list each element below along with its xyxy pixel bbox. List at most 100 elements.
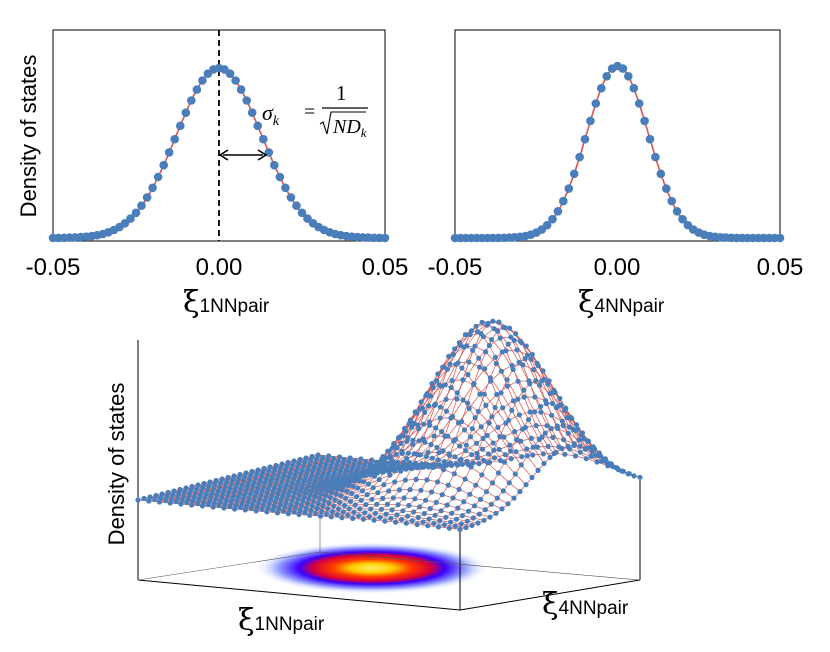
surface-point bbox=[277, 483, 283, 489]
surface-point bbox=[477, 496, 484, 502]
surface-point bbox=[218, 480, 224, 486]
surface-point bbox=[297, 507, 303, 513]
surface-point bbox=[234, 498, 240, 504]
surface-point bbox=[195, 500, 201, 507]
surface-point bbox=[556, 444, 562, 450]
surface-point bbox=[438, 508, 444, 514]
surface-point bbox=[377, 514, 383, 521]
surface-point bbox=[327, 494, 333, 500]
surface-point bbox=[222, 501, 228, 507]
surface-point bbox=[283, 482, 289, 488]
data-point bbox=[247, 108, 257, 117]
chart-3d-surface: Density of states ξ1NNpair ξ4NNpair bbox=[104, 318, 643, 638]
surface-point bbox=[209, 489, 215, 496]
surface-point bbox=[474, 450, 480, 456]
surface-point bbox=[557, 395, 563, 401]
surface-point bbox=[486, 342, 492, 349]
surface-point bbox=[270, 507, 276, 513]
surface-point bbox=[477, 364, 483, 370]
surface-point bbox=[257, 477, 263, 484]
surface-point bbox=[314, 456, 320, 462]
surface-point bbox=[476, 461, 482, 467]
surface-point bbox=[306, 496, 312, 502]
surface-point bbox=[434, 378, 440, 384]
surface-point bbox=[321, 498, 327, 504]
surface-point bbox=[507, 448, 514, 454]
surface-point bbox=[631, 473, 637, 479]
surface-point bbox=[483, 402, 489, 408]
surface-point bbox=[447, 519, 454, 525]
surface-point bbox=[240, 478, 247, 484]
surface-point bbox=[336, 454, 343, 460]
surface-point bbox=[264, 490, 270, 496]
surface-point bbox=[350, 483, 356, 489]
surface-point bbox=[573, 422, 580, 428]
surface-point bbox=[206, 483, 212, 489]
surface-point bbox=[509, 362, 515, 369]
surface-point bbox=[350, 515, 356, 522]
surface-point bbox=[372, 510, 378, 516]
surface-point bbox=[434, 444, 440, 451]
surface-point bbox=[146, 498, 152, 504]
data-point bbox=[137, 201, 146, 210]
surface-point bbox=[242, 474, 248, 480]
surface-point bbox=[322, 465, 328, 471]
surface-point bbox=[301, 494, 307, 500]
surface-point bbox=[264, 472, 271, 478]
surface-point bbox=[298, 503, 305, 509]
surface-point bbox=[508, 334, 514, 340]
surface-point bbox=[422, 461, 428, 467]
surface-point bbox=[259, 488, 265, 494]
surface-point bbox=[424, 477, 430, 483]
surface-point bbox=[511, 337, 517, 343]
surface-point bbox=[261, 465, 267, 472]
surface-point bbox=[274, 495, 280, 501]
data-point bbox=[181, 108, 191, 117]
surface-point bbox=[455, 505, 461, 511]
surface-point bbox=[332, 497, 338, 503]
surface-point bbox=[226, 489, 232, 495]
surface-point bbox=[577, 449, 583, 455]
surface-point bbox=[221, 486, 227, 493]
surface-point bbox=[451, 471, 457, 477]
surface-point bbox=[290, 494, 296, 500]
surface-point bbox=[238, 504, 244, 510]
surface-point bbox=[249, 487, 255, 493]
surface-point bbox=[463, 524, 469, 531]
surface-point bbox=[599, 458, 605, 464]
surface-point bbox=[519, 454, 525, 460]
surface-point bbox=[201, 480, 207, 487]
surface-point bbox=[222, 482, 229, 489]
surface-point bbox=[190, 498, 196, 504]
surface-point bbox=[329, 459, 335, 466]
surface-point bbox=[501, 434, 507, 440]
surface-point bbox=[239, 482, 245, 488]
surface-point bbox=[449, 377, 455, 384]
surface-point bbox=[171, 488, 177, 494]
surface-point bbox=[416, 463, 422, 469]
data-point bbox=[569, 169, 579, 179]
surface-point bbox=[553, 405, 559, 411]
surface-point bbox=[244, 503, 250, 509]
surface-point bbox=[427, 422, 433, 428]
surface-point bbox=[177, 486, 183, 493]
surface-point bbox=[211, 500, 217, 506]
surface-point bbox=[460, 377, 466, 383]
y-axis-label-3d: ξ4NNpair bbox=[542, 587, 629, 622]
surface-point bbox=[295, 496, 301, 502]
surface-point bbox=[448, 462, 455, 468]
surface-point bbox=[422, 439, 428, 445]
data-point bbox=[564, 184, 574, 193]
surface-point bbox=[454, 390, 460, 396]
surface-point bbox=[273, 462, 279, 469]
surface-point bbox=[244, 484, 250, 491]
surface-point bbox=[404, 456, 410, 462]
surface-point bbox=[326, 453, 332, 459]
surface-point bbox=[466, 359, 472, 365]
surface-point bbox=[546, 378, 552, 384]
surface-point bbox=[159, 491, 165, 497]
surface-point bbox=[538, 409, 544, 415]
surface-point bbox=[483, 349, 489, 355]
surface-point bbox=[405, 450, 411, 456]
data-point bbox=[559, 196, 568, 206]
